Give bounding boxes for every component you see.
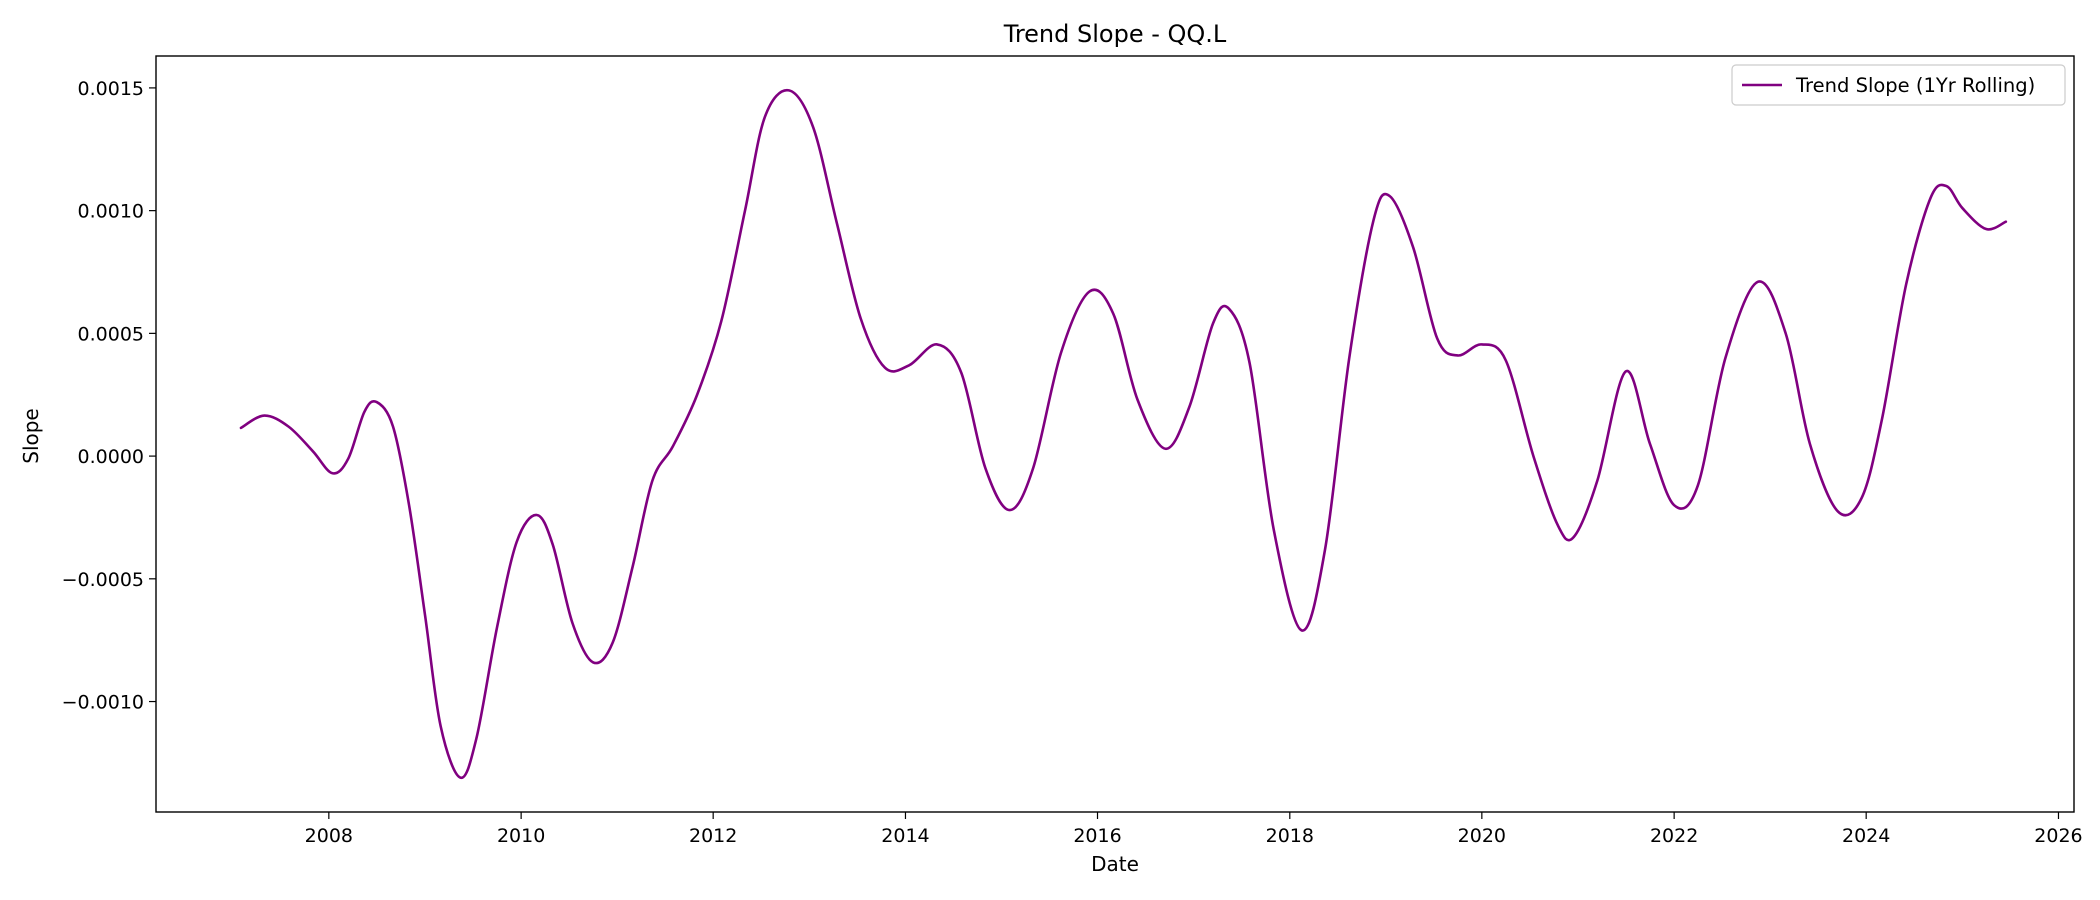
x-tick-label: 2022	[1650, 825, 1698, 847]
y-tick-label: 0.0015	[78, 78, 144, 100]
x-tick-label: 2020	[1458, 825, 1506, 847]
legend-label: Trend Slope (1Yr Rolling)	[1795, 74, 2035, 97]
legend: Trend Slope (1Yr Rolling)	[1731, 64, 2066, 106]
x-axis-title: Date	[1091, 852, 1139, 876]
y-tick-label: 0.0010	[78, 201, 144, 223]
x-tick-label: 2010	[497, 825, 545, 847]
x-tick-label: 2014	[881, 825, 929, 847]
axes: 2008 2010 2012 2014 2016 2018 2020 2022 2024 2026…	[62, 55, 2083, 847]
y-tick-label: −0.0010	[62, 692, 144, 714]
x-tick-label: 2026	[2034, 825, 2082, 847]
plot-area	[239, 88, 2008, 779]
y-tick-label: 0.0000	[78, 446, 144, 468]
y-axis-title: Slope	[19, 408, 43, 464]
y-tick-label: 0.0005	[78, 323, 144, 345]
x-tick-label: 2008	[305, 825, 353, 847]
x-tick-label: 2016	[1073, 825, 1121, 847]
plot-frame	[155, 55, 2075, 813]
legend-box	[1731, 64, 2066, 106]
y-tick-label: −0.0005	[62, 569, 144, 591]
x-tick-label: 2024	[1842, 825, 1890, 847]
x-tick-label: 2012	[689, 825, 737, 847]
chart-title: Trend Slope - QQ.L	[1003, 20, 1227, 48]
x-tick-label: 2018	[1266, 825, 1314, 847]
series-line-0	[239, 88, 2008, 779]
